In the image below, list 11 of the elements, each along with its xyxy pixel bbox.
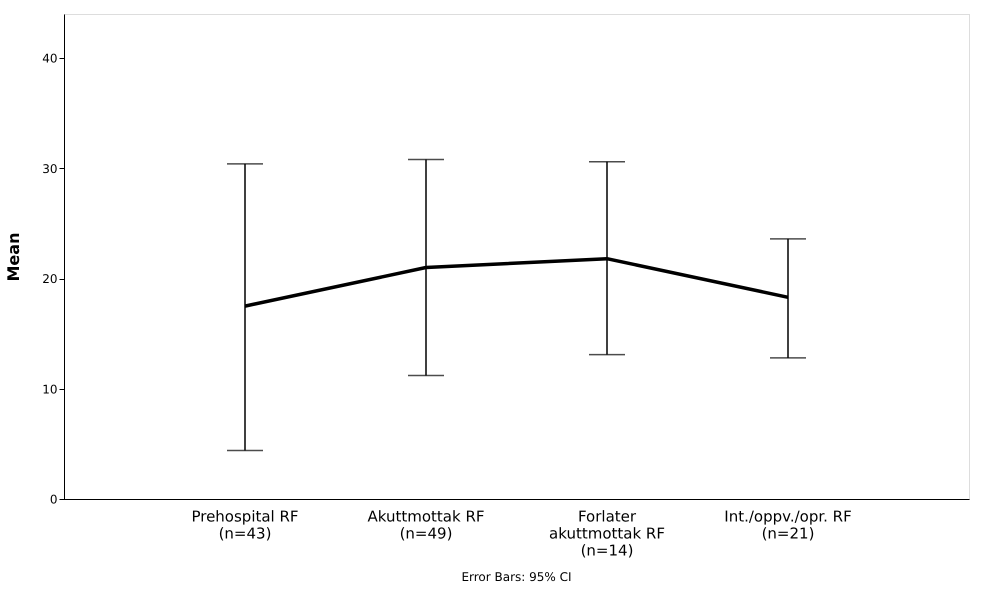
y-tick-label: 20 (42, 272, 58, 286)
x-tick-label: Akuttmottak RF (n=49) (367, 508, 485, 542)
x-tick-label: Prehospital RF (n=43) (191, 508, 299, 542)
y-tick-label: 30 (42, 162, 58, 176)
x-tick-label: Int./oppv./opr. RF (n=21) (724, 508, 852, 542)
y-tick-label: 10 (42, 382, 58, 396)
x-tick-label: Forlater akuttmottak RF (n=14) (549, 508, 665, 560)
y-axis-title: Mean (4, 232, 24, 282)
text: Error Bars: 95% CI (461, 570, 572, 584)
y-tick-label: 0 (50, 492, 58, 506)
y-tick-label: 40 (42, 52, 58, 66)
